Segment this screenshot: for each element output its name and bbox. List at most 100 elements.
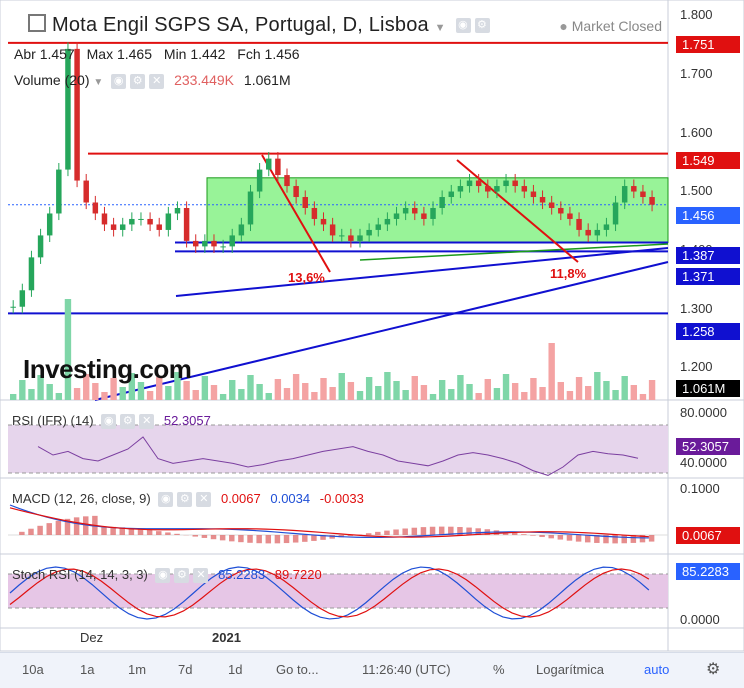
eye-icon[interactable]: ◉ <box>155 568 170 583</box>
candle-body <box>166 213 171 229</box>
candle-body <box>622 186 627 202</box>
range-10a[interactable]: 10a <box>22 662 44 677</box>
price-badge-current: 1.456 <box>676 207 740 224</box>
eye-icon[interactable]: ◉ <box>456 18 471 33</box>
range-1m[interactable]: 1m <box>128 662 146 677</box>
macd-histogram-bar <box>247 535 252 543</box>
chart-title: Mota Engil SGPS SA, Portugal, D, Lisboa … <box>28 14 490 37</box>
gear-icon[interactable]: ⚙ <box>706 659 720 679</box>
collapse-icon[interactable] <box>28 14 46 32</box>
candle-body <box>129 219 134 224</box>
trendline-upper <box>176 248 668 296</box>
range-1d[interactable]: 1d <box>228 662 242 677</box>
gear-icon[interactable]: ⚙ <box>177 492 192 507</box>
gear-icon[interactable]: ⚙ <box>120 414 135 429</box>
macd-tick: 0.1000 <box>680 481 720 496</box>
candle-body <box>138 219 143 220</box>
close-icon[interactable]: ✕ <box>196 492 211 507</box>
volume-bar <box>494 388 500 400</box>
candle-body <box>531 192 536 197</box>
volume-bar <box>348 382 354 400</box>
candle-body <box>202 241 207 246</box>
gear-icon[interactable]: ⚙ <box>174 568 189 583</box>
candle-body <box>147 219 152 224</box>
volume-bar <box>247 375 253 400</box>
macd-histogram-bar <box>466 528 471 535</box>
eye-icon[interactable]: ◉ <box>158 492 173 507</box>
auto-toggle[interactable]: auto <box>644 662 669 677</box>
price-tick: 1.200 <box>680 359 713 374</box>
chevron-down-icon[interactable]: ▼ <box>93 77 103 88</box>
bottom-toolbar: 10a 1a 1m 7d 1d Go to... 11:26:40 (UTC) … <box>0 652 744 688</box>
candle-body <box>93 203 98 214</box>
price-tick: 1.600 <box>680 125 713 140</box>
volume-bar <box>56 393 62 400</box>
gear-icon[interactable]: ⚙ <box>130 74 145 89</box>
candle-body <box>640 192 645 197</box>
stoch-legend: Stoch RSI (14, 14, 3, 3) ◉⚙✕ 85.2283 89.… <box>12 567 322 583</box>
macd-histogram-bar <box>74 517 79 535</box>
volume-bar <box>211 385 217 400</box>
volume-bar <box>485 379 491 400</box>
volume-bar <box>640 394 646 400</box>
x-tick-2021: 2021 <box>212 630 241 645</box>
candle-body <box>111 224 116 229</box>
chevron-down-icon[interactable]: ▼ <box>435 22 446 34</box>
candle-body <box>321 219 326 224</box>
macd-histogram-bar <box>220 535 225 540</box>
range-7d[interactable]: 7d <box>178 662 192 677</box>
volume-bar <box>47 384 53 400</box>
macd-histogram-bar <box>548 535 553 538</box>
volume-bar <box>101 392 107 400</box>
volume-bar <box>612 390 618 400</box>
macd-histogram-bar <box>421 527 426 535</box>
eye-icon[interactable]: ◉ <box>101 414 116 429</box>
volume-bar <box>302 383 308 400</box>
volume-bar <box>603 381 609 400</box>
eye-icon[interactable]: ◉ <box>111 74 126 89</box>
goto-button[interactable]: Go to... <box>276 662 319 677</box>
volume-bar <box>320 378 326 400</box>
candle-body <box>412 208 417 213</box>
macd-histogram-bar <box>165 532 170 535</box>
percent-toggle[interactable]: % <box>493 662 505 677</box>
annotation-drop-2: 11,8% <box>550 266 586 281</box>
candle-body <box>266 159 271 170</box>
log-toggle[interactable]: Logarítmica <box>536 662 604 677</box>
stoch-tick: 0.0000 <box>680 612 720 627</box>
volume-value: 1.061M <box>244 72 291 88</box>
volume-bar <box>329 387 335 400</box>
rsi-tick: 40.0000 <box>680 455 727 470</box>
volume-bar <box>558 382 564 400</box>
candle-body <box>229 235 234 246</box>
gear-icon[interactable]: ⚙ <box>475 18 490 33</box>
candle-body <box>47 213 52 235</box>
close-icon[interactable]: ✕ <box>193 568 208 583</box>
volume-bar <box>539 387 545 400</box>
macd-histogram-bar <box>229 535 234 541</box>
close-icon[interactable]: ✕ <box>139 414 154 429</box>
candle-body <box>585 230 590 235</box>
macd-histogram-bar <box>275 535 280 543</box>
candle-body <box>312 208 317 219</box>
volume-bar <box>503 374 509 400</box>
macd-histogram-bar <box>412 528 417 535</box>
macd-histogram-bar <box>393 529 398 535</box>
macd-histogram-bar <box>174 534 179 535</box>
macd-histogram-bar <box>56 521 61 535</box>
candle-body <box>503 181 508 186</box>
status-dot-icon: ● <box>559 18 567 34</box>
candle-body <box>403 208 408 213</box>
clock-readout: 11:26:40 (UTC) <box>362 662 451 677</box>
volume-bar <box>375 386 381 400</box>
candle-body <box>211 241 216 246</box>
volume-legend: Volume (20) ▼ ◉⚙✕ 233.449K 1.061M <box>14 72 291 89</box>
close-icon[interactable]: ✕ <box>149 74 164 89</box>
macd-histogram-bar <box>311 535 316 541</box>
candle-body <box>193 241 198 246</box>
volume-bar <box>475 393 481 400</box>
candle-body <box>275 159 280 175</box>
candle-body <box>604 224 609 229</box>
range-1a[interactable]: 1a <box>80 662 94 677</box>
